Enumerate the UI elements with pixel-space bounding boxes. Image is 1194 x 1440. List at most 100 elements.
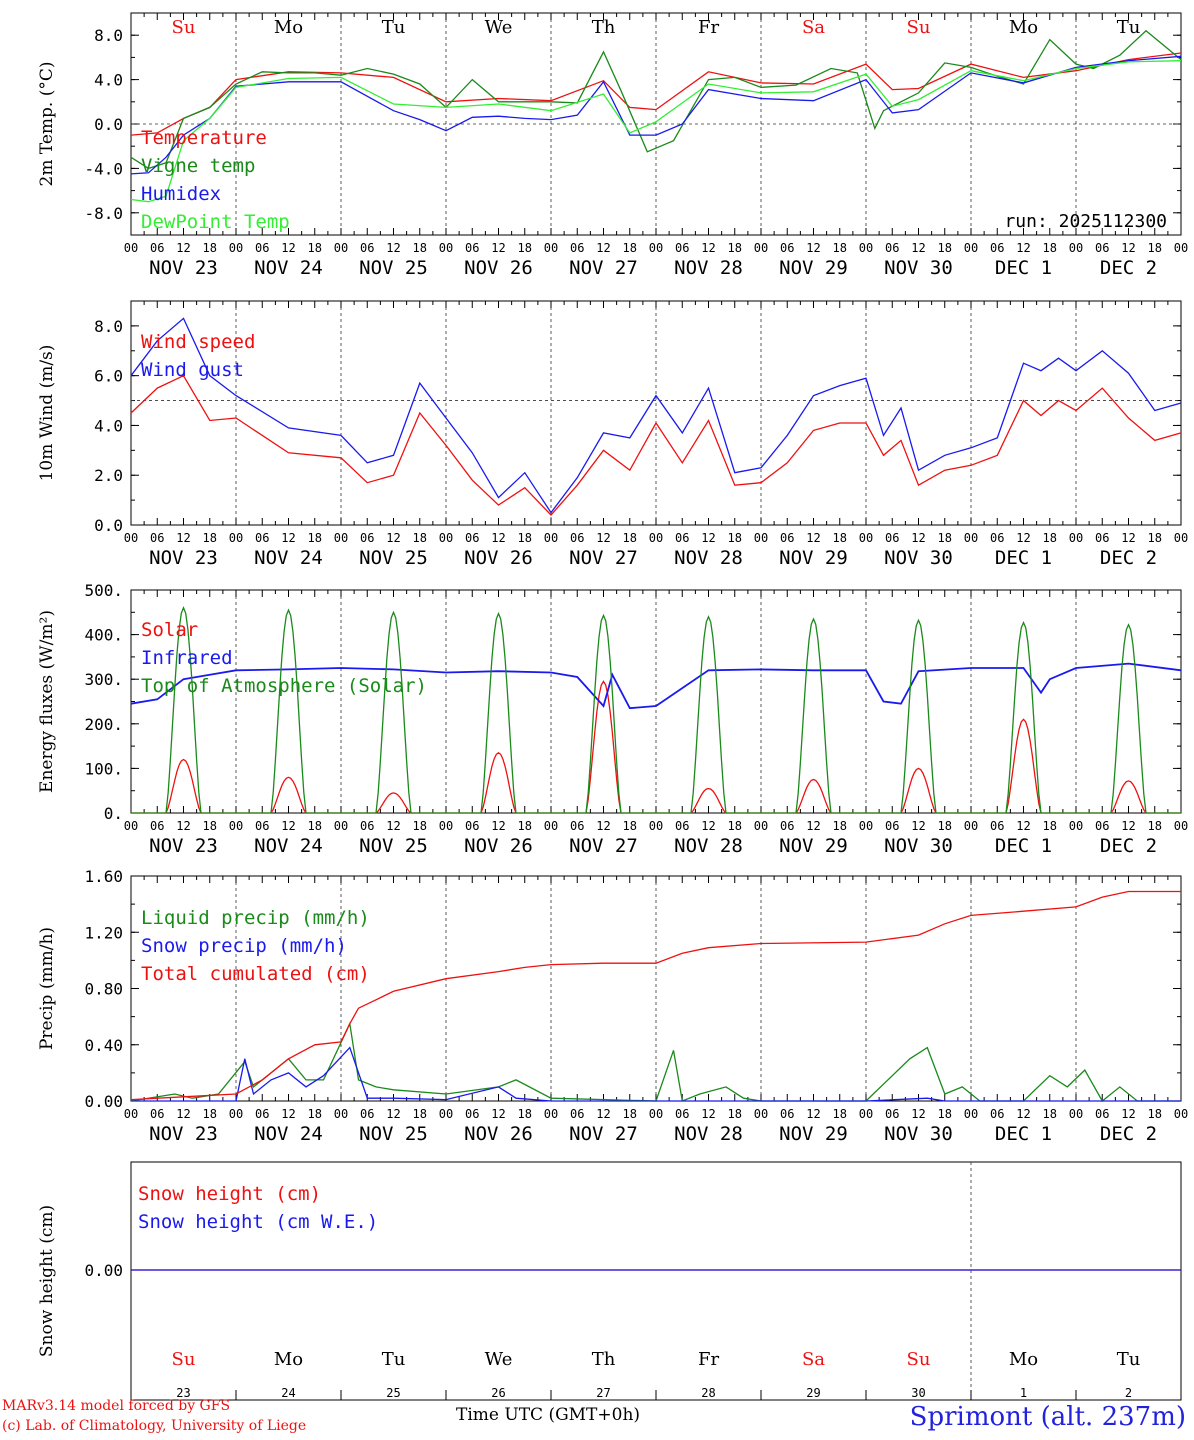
wind-hour-label: 00 xyxy=(649,531,663,545)
temp-hour-label: 12 xyxy=(176,241,190,255)
wind-ylabel: 10m Wind (m/s) xyxy=(37,345,57,482)
precip-hour-label: 18 xyxy=(1148,1107,1162,1121)
precip-hour-label: 00 xyxy=(1069,1107,1083,1121)
energy-date-label: DEC 2 xyxy=(1100,835,1157,857)
temp-date-label: NOV 28 xyxy=(674,257,743,279)
top-weekday-label: Sa xyxy=(802,17,825,38)
energy-hour-label: 06 xyxy=(780,819,794,833)
wind-hour-label: 18 xyxy=(833,531,847,545)
temp-series-vigne-temp xyxy=(130,29,1182,170)
energy-hour-label: 12 xyxy=(1121,819,1135,833)
temp-hour-label: 06 xyxy=(780,241,794,255)
temp-date-label: NOV 27 xyxy=(569,257,638,279)
temp-hour-label: 00 xyxy=(1174,241,1188,255)
temp-series-group xyxy=(130,29,1182,203)
snow-ytick-label: 0.00 xyxy=(84,1261,123,1280)
wind-hour-label: 12 xyxy=(491,531,505,545)
precip-hour-label: 12 xyxy=(806,1107,820,1121)
precip-hour-label: 12 xyxy=(1016,1107,1030,1121)
wind-ytick-label: 2.0 xyxy=(94,466,123,485)
energy-hour-label: 00 xyxy=(439,819,453,833)
energy-ytick-label: 400. xyxy=(84,626,123,645)
wind-hour-label: 06 xyxy=(990,531,1004,545)
precip-hour-label: 12 xyxy=(1121,1107,1135,1121)
energy-date-label: NOV 28 xyxy=(674,835,743,857)
energy-hour-label: 06 xyxy=(885,819,899,833)
bottom-day-number: 25 xyxy=(386,1386,400,1400)
wind-hour-label: 18 xyxy=(938,531,952,545)
bottom-day-number: 30 xyxy=(911,1386,925,1400)
precip-series-total-cumulated-cm- xyxy=(130,890,1181,1101)
bottom-weekday-label: Su xyxy=(907,1349,931,1370)
wind-hour-label: 18 xyxy=(413,531,427,545)
energy-hour-label: 18 xyxy=(518,819,532,833)
snow-legend-snow-height-cm-: Snow height (cm) xyxy=(138,1183,321,1205)
temp-hour-label: 12 xyxy=(386,241,400,255)
wind-ytick-label: 8.0 xyxy=(94,317,123,336)
energy-hour-label: 00 xyxy=(649,819,663,833)
precip-hour-label: 06 xyxy=(1095,1107,1109,1121)
energy-hour-label: 06 xyxy=(255,819,269,833)
precip-hour-label: 18 xyxy=(623,1107,637,1121)
precip-date-label: DEC 1 xyxy=(995,1123,1052,1145)
top-weekday-label: Tu xyxy=(1117,17,1141,38)
temp-hour-label: 18 xyxy=(203,241,217,255)
energy-hour-label: 18 xyxy=(413,819,427,833)
precip-hour-label: 06 xyxy=(360,1107,374,1121)
energy-hour-label: 06 xyxy=(465,819,479,833)
temp-hour-label: 00 xyxy=(754,241,768,255)
temp-ytick-label: -4.0 xyxy=(84,159,123,178)
precip-hour-label: 18 xyxy=(833,1107,847,1121)
temp-hour-label: 00 xyxy=(649,241,663,255)
energy-hour-label: 06 xyxy=(570,819,584,833)
precip-hour-label: 00 xyxy=(229,1107,243,1121)
energy-hour-label: 00 xyxy=(229,819,243,833)
temp-legend-vigne-temp: Vigne temp xyxy=(141,155,255,177)
snow-legend-snow-height-cm-w-e-: Snow height (cm W.E.) xyxy=(138,1211,378,1233)
bottom-day-number: 28 xyxy=(701,1386,715,1400)
energy-date-label: NOV 25 xyxy=(359,835,428,857)
temp-hour-label: 00 xyxy=(1069,241,1083,255)
wind-hour-label: 18 xyxy=(728,531,742,545)
energy-hour-label: 12 xyxy=(386,819,400,833)
precip-ytick-label: 0.00 xyxy=(84,1092,123,1111)
precip-series-snow-precip-mm-h- xyxy=(131,1046,1181,1102)
temp-hour-label: 12 xyxy=(491,241,505,255)
temp-date-label: DEC 2 xyxy=(1100,257,1157,279)
precip-hour-label: 06 xyxy=(780,1107,794,1121)
temp-ytick-label: 8.0 xyxy=(94,26,123,45)
wind-date-label: NOV 24 xyxy=(254,547,323,569)
time-axis-label: Time UTC (GMT+0h) xyxy=(456,1405,641,1425)
top-weekday-label: We xyxy=(485,17,513,38)
temp-hour-label: 18 xyxy=(833,241,847,255)
energy-legend-solar: Solar xyxy=(141,619,198,641)
temp-hour-label: 18 xyxy=(308,241,322,255)
precip-date-label: NOV 24 xyxy=(254,1123,323,1145)
energy-hour-label: 00 xyxy=(544,819,558,833)
energy-date-label: DEC 1 xyxy=(995,835,1052,857)
energy-hour-label: 00 xyxy=(1069,819,1083,833)
wind-hour-label: 12 xyxy=(1016,531,1030,545)
temp-hour-label: 12 xyxy=(596,241,610,255)
temp-hour-label: 06 xyxy=(675,241,689,255)
precip-hour-label: 12 xyxy=(491,1107,505,1121)
temp-hour-label: 12 xyxy=(281,241,295,255)
energy-hour-label: 18 xyxy=(308,819,322,833)
precip-date-label: NOV 27 xyxy=(569,1123,638,1145)
precip-hour-label: 00 xyxy=(754,1107,768,1121)
top-weekday-label: Su xyxy=(907,17,931,38)
precip-hour-label: 12 xyxy=(176,1107,190,1121)
temp-legend-dewpoint-temp: DewPoint Temp xyxy=(141,211,290,233)
wind-hour-label: 18 xyxy=(308,531,322,545)
energy-hour-label: 18 xyxy=(728,819,742,833)
precip-ytick-label: 1.20 xyxy=(84,923,123,942)
bottom-day-number: 26 xyxy=(491,1386,505,1400)
precip-hour-label: 18 xyxy=(938,1107,952,1121)
precip-ytick-label: 0.40 xyxy=(84,1036,123,1055)
temp-hour-label: 00 xyxy=(544,241,558,255)
temp-hour-label: 06 xyxy=(360,241,374,255)
precip-hour-label: 18 xyxy=(518,1107,532,1121)
bottom-weekday-label: Su xyxy=(172,1349,196,1370)
precip-hour-label: 18 xyxy=(203,1107,217,1121)
temp-ytick-label: 0.0 xyxy=(94,115,123,134)
